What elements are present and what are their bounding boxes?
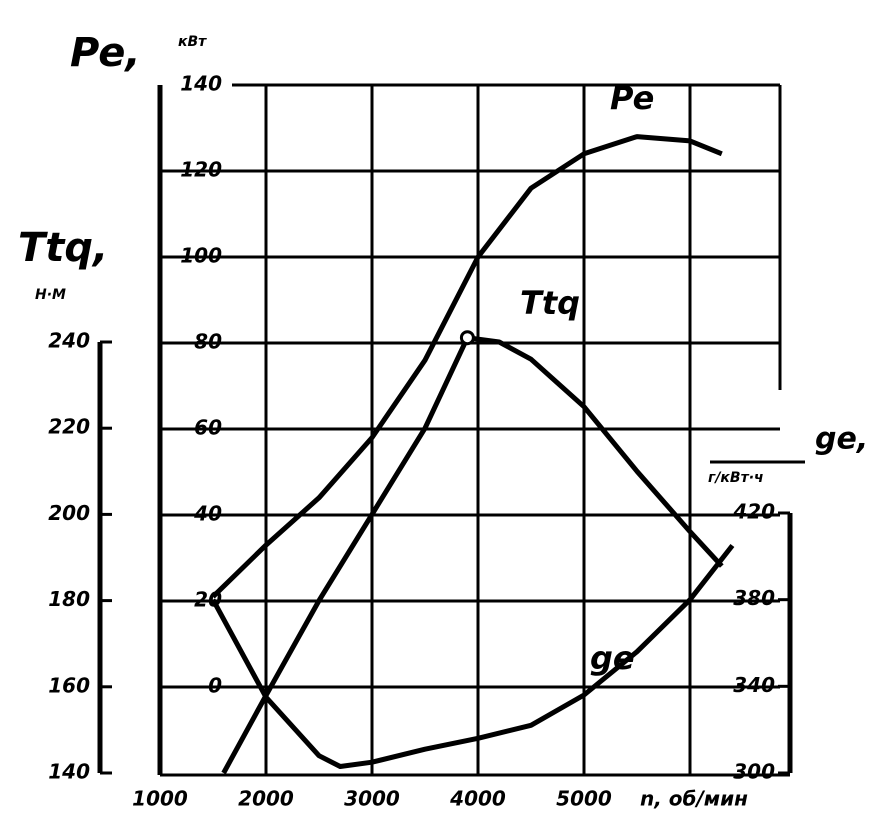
ttq-tick-label: 240	[48, 329, 90, 353]
pe-tick-label: 140	[180, 72, 222, 96]
x-axis-title: n, об/мин	[640, 787, 748, 811]
curve	[221, 335, 724, 775]
peak-marker	[459, 330, 475, 346]
ge-unit: г/кВт·ч	[708, 470, 764, 486]
ttq-tick-label: 200	[48, 501, 90, 525]
x-tick-label: 3000	[344, 787, 400, 811]
ge-tick-label: 420	[732, 500, 775, 524]
x-tick-label: 2000	[238, 787, 294, 811]
ttq-tick-label: 220	[48, 415, 90, 439]
ttq-unit: Н·М	[35, 287, 66, 303]
ttq-axis-title: Ttq,	[18, 225, 108, 271]
pe-unit: кВт	[178, 34, 207, 50]
x-tick-label: 4000	[449, 787, 506, 811]
curve-label: ge	[590, 639, 635, 677]
ttq-tick-label: 140	[48, 760, 90, 784]
ge-tick-label: 380	[733, 586, 775, 610]
curve	[210, 543, 735, 769]
x-tick-label: 5000	[556, 787, 612, 811]
curve-label: Ttq	[520, 284, 580, 322]
ttq-tick-label: 160	[48, 673, 90, 697]
ge-tick-label: 340	[733, 673, 775, 697]
curve	[211, 134, 723, 599]
ge-axis-title: ge,	[815, 422, 868, 457]
ttq-tick-label: 180	[48, 587, 90, 611]
x-tick-label: 1000	[132, 787, 188, 811]
pe-axis-title: Pe,	[70, 30, 141, 76]
ge-tick-label: 300	[733, 760, 775, 784]
curve-label: Pe	[610, 79, 654, 117]
